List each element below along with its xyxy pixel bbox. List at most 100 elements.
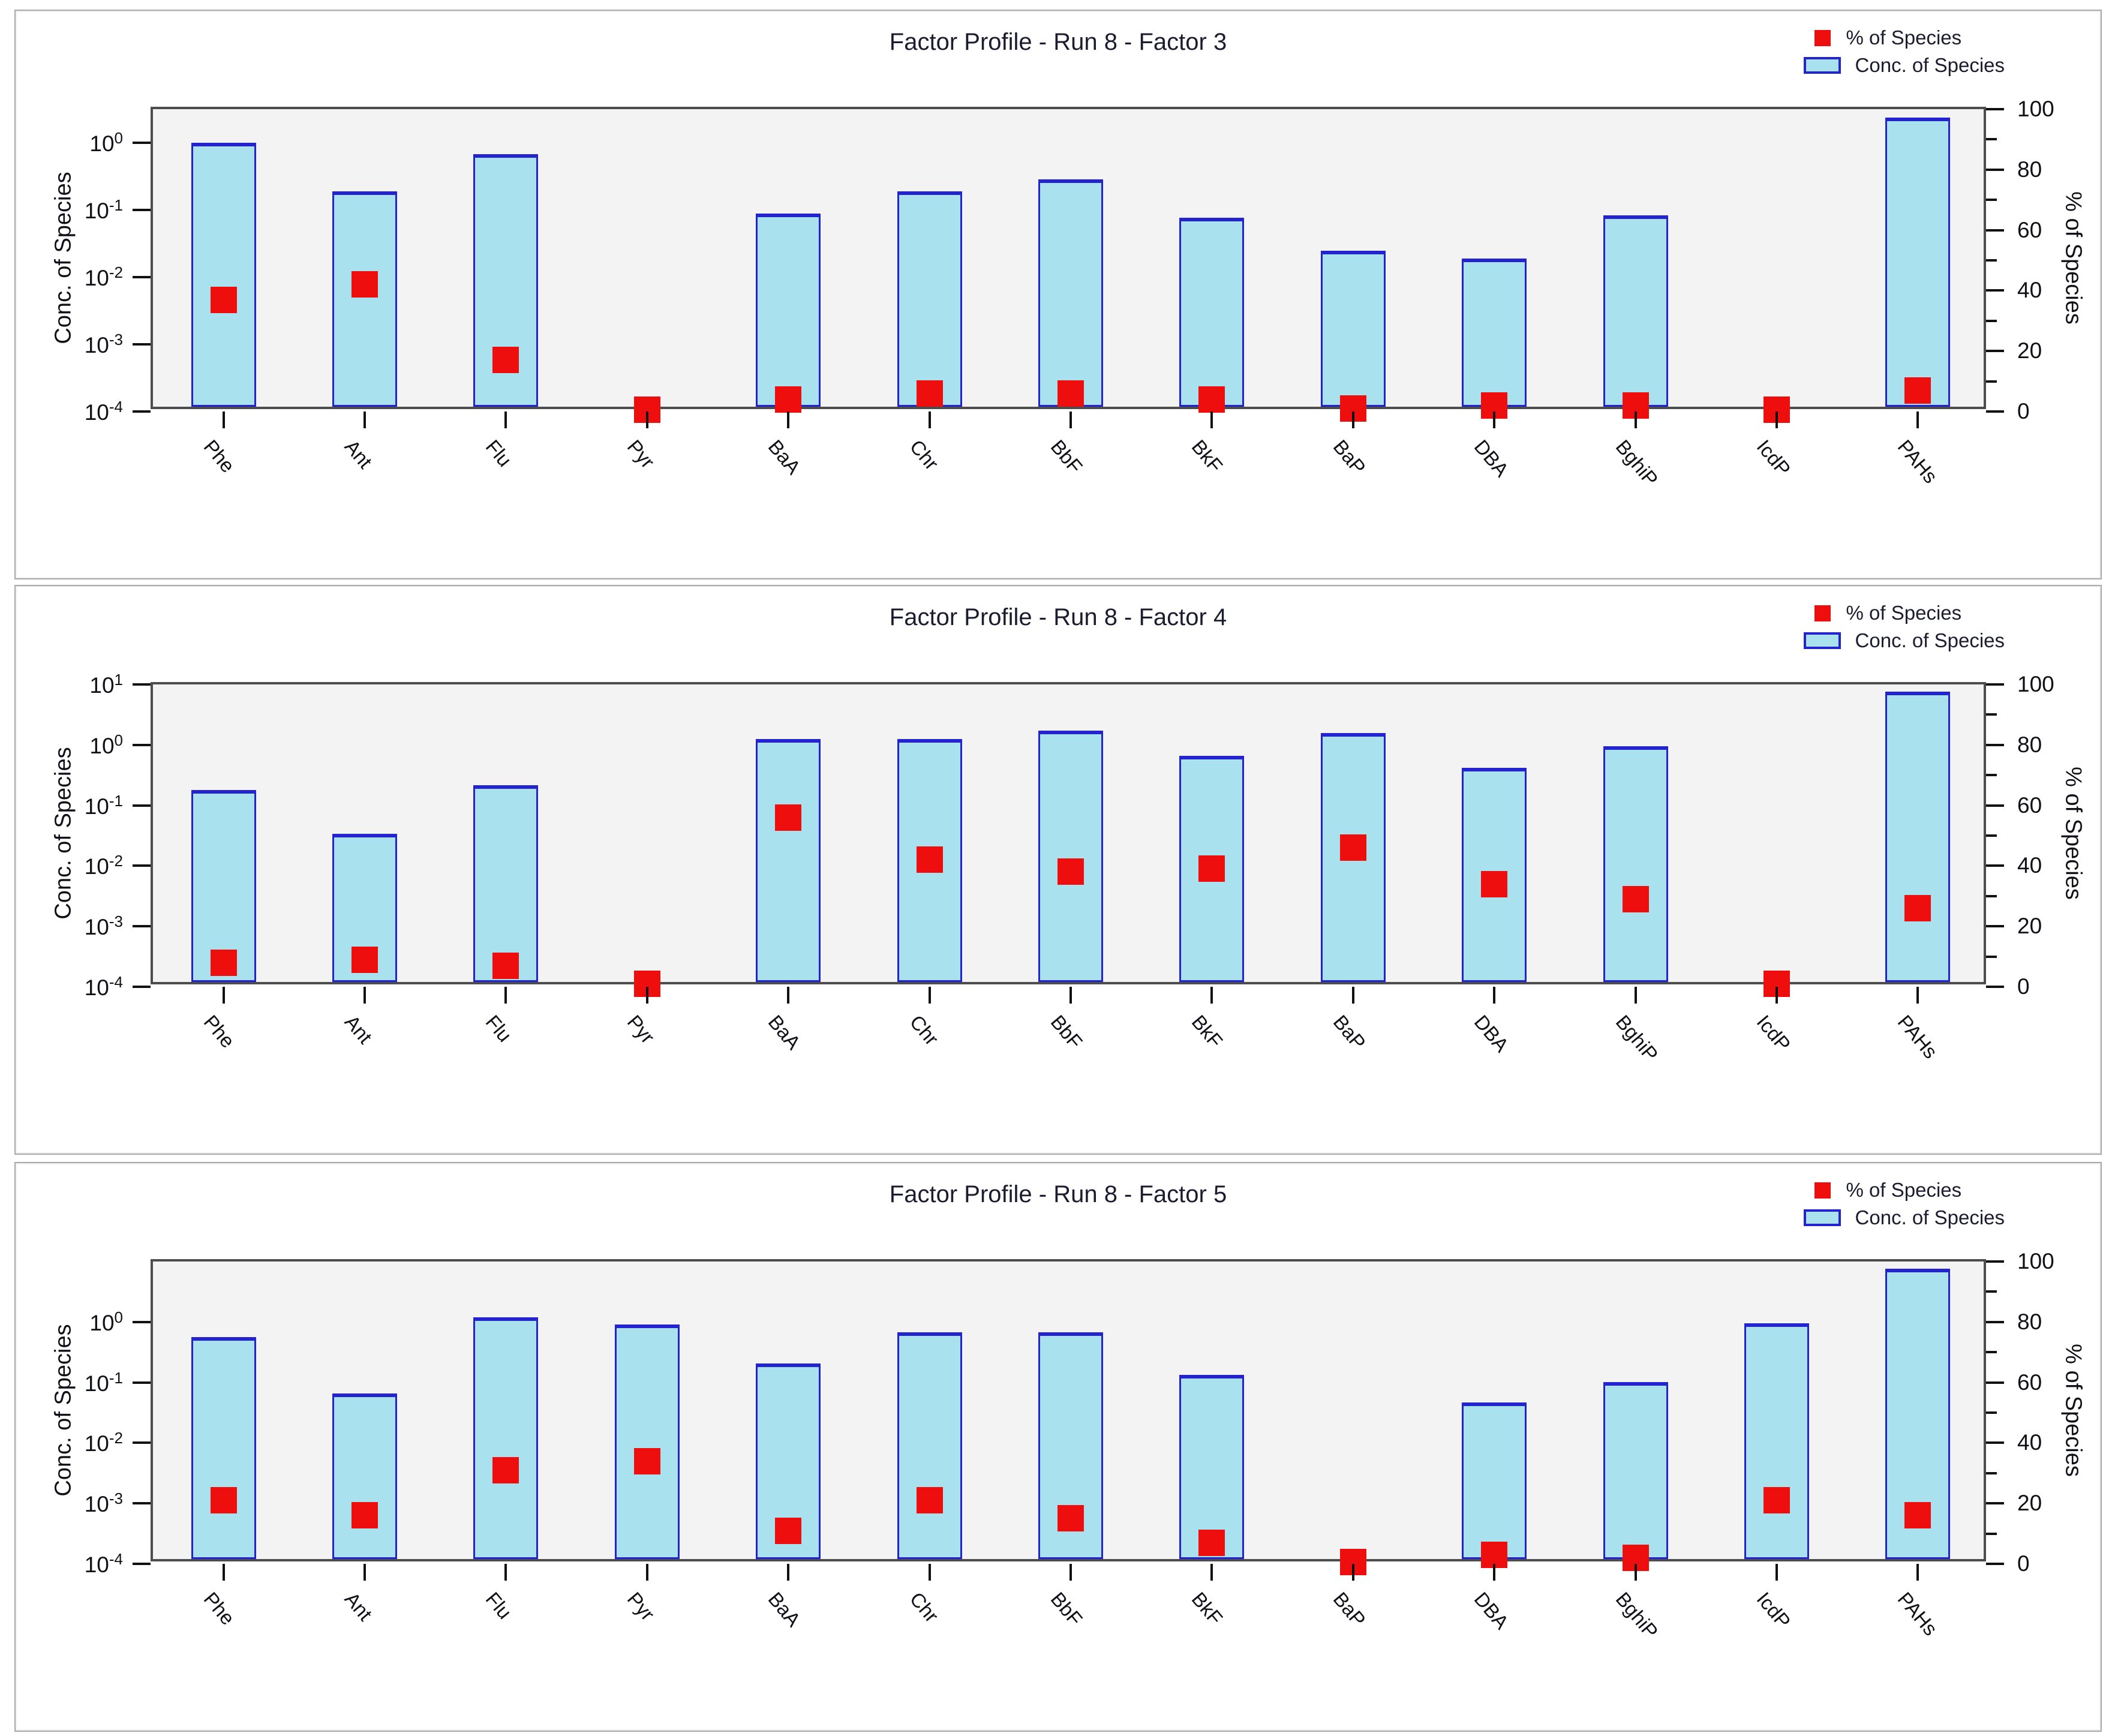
y-axis-left-tick (133, 410, 151, 413)
conc-bar (1038, 179, 1103, 407)
y-axis-left-tick-label: 10-4 (84, 972, 123, 1001)
pct-marker (633, 1447, 660, 1474)
y-axis-right-tick (1986, 894, 1997, 897)
pct-marker (1198, 386, 1225, 413)
x-axis-tick-label: Phe (199, 1588, 239, 1629)
x-axis-tick-label: BghiP (1611, 1011, 1663, 1066)
pct-marker (775, 1517, 802, 1544)
y-axis-right-tick (1986, 1471, 1997, 1474)
conc-bar (473, 785, 539, 982)
conc-bar (756, 738, 821, 982)
x-axis-tick (787, 987, 790, 1004)
x-axis-tick-label: IcdP (1752, 1588, 1795, 1633)
y-axis-right-tick (1986, 683, 2004, 686)
x-axis-tick-label: BaP (1329, 1011, 1370, 1054)
y-axis-right-tick-label: 80 (2017, 157, 2042, 182)
conc-bar-icon (1803, 1209, 1841, 1226)
y-axis-right-tick (1986, 108, 2004, 110)
x-axis-tick (504, 412, 507, 428)
y-axis-right-tick (1986, 1441, 2004, 1444)
x-axis-tick-label: BbF (1046, 1011, 1087, 1053)
y-axis-right-tick-label: 0 (2017, 974, 2030, 999)
plot-area: 100 10-1 10-2 10-3 10-4 0 20 40 60 80 100 Phe Ant Flu… (85, 1249, 2054, 1642)
y-axis-left-tick-label: 101 (89, 670, 123, 698)
y-axis-left-tick (133, 743, 151, 746)
y-axis-left-tick (133, 142, 151, 144)
y-axis-right-tick-label: 0 (2017, 1551, 2030, 1576)
legend-item-conc: Conc. of Species (1803, 54, 2005, 77)
y-axis-right-tick-label: 80 (2017, 732, 2042, 757)
pct-square-icon (1814, 29, 1831, 46)
x-axis-tick (1210, 1564, 1213, 1581)
conc-bar (191, 1336, 256, 1559)
factor-profile-panel-4: Factor Profile - Run 8 - Factor 4 % of S… (14, 585, 2102, 1155)
x-axis-tick (363, 1564, 366, 1581)
x-axis-tick (645, 1564, 648, 1581)
x-axis-tick-label: Pyr (623, 1011, 659, 1048)
x-axis-tick-label: Pyr (623, 1588, 659, 1625)
y-axis-left-tick-label: 10-2 (84, 1429, 123, 1456)
x-axis-tick-label: BkF (1188, 1588, 1228, 1629)
y-axis-right-tick (1986, 986, 2004, 988)
y-axis-left-tick (133, 209, 151, 211)
pct-marker (916, 1487, 943, 1514)
left-axis-title: Conc. of Species (50, 1324, 76, 1497)
x-axis-tick (1069, 1564, 1072, 1581)
conc-bar (1744, 1323, 1809, 1559)
x-axis-tick-label: Chr (905, 1588, 943, 1627)
conc-bar (756, 214, 821, 407)
x-axis-tick (928, 987, 931, 1004)
legend-label-conc: Conc. of Species (1855, 1206, 2005, 1229)
legend-label-pct: % of Species (1846, 26, 1962, 49)
x-axis-tick-label: IcdP (1752, 435, 1795, 480)
y-axis-left-tick-label: 100 (89, 731, 123, 758)
conc-bar (1179, 1375, 1245, 1559)
conc-bar (1603, 746, 1668, 982)
y-axis-right-tick (1986, 199, 1997, 202)
y-axis-right-tick (1986, 259, 1997, 262)
y-axis-right-tick-label: 60 (2017, 217, 2042, 242)
legend-label-pct: % of Species (1846, 602, 1962, 624)
y-axis-left-tick (133, 864, 151, 867)
right-axis-title: % of Species (2060, 191, 2086, 325)
x-axis-tick (1634, 1564, 1637, 1581)
legend-item-conc: Conc. of Species (1803, 1206, 2005, 1229)
x-axis-tick (1069, 412, 1072, 428)
plot-area: 100 10-1 10-2 10-3 10-4 0 20 40 60 80 100 Phe Ant Flu… (85, 97, 2054, 490)
conc-bar (897, 191, 962, 407)
factor-profile-panel-5: Factor Profile - Run 8 - Factor 5 % of S… (14, 1162, 2102, 1732)
y-axis-right-tick-label: 60 (2017, 1369, 2042, 1395)
y-axis-right-tick-label: 20 (2017, 338, 2042, 364)
pct-marker (492, 952, 519, 979)
y-axis-right-tick (1986, 138, 1997, 141)
y-axis-left-tick (133, 343, 151, 346)
y-axis-left-tick (133, 276, 151, 278)
conc-bar (1462, 259, 1527, 407)
legend-label-conc: Conc. of Species (1855, 629, 2005, 651)
pct-square-icon (1814, 605, 1831, 621)
conc-bar (332, 191, 398, 407)
pct-marker (1339, 834, 1366, 861)
y-axis-right-tick (1986, 319, 1997, 322)
x-axis-tick (1210, 987, 1213, 1004)
pct-marker (210, 949, 237, 976)
pct-marker (775, 386, 802, 413)
y-axis-right-tick-label: 80 (2017, 1309, 2042, 1334)
conc-bar (1885, 118, 1951, 407)
chart-legend: % of Species Conc. of Species (1803, 26, 2005, 82)
y-axis-right-tick-label: 100 (2017, 97, 2054, 121)
pct-marker (1904, 894, 1931, 921)
x-axis-tick-label: Chr (905, 1011, 943, 1050)
x-axis-tick (645, 987, 648, 1004)
right-axis-title: % of Species (2060, 1344, 2086, 1477)
x-axis-tick-label: Phe (199, 1011, 239, 1052)
x-axis-tick-label: BaA (764, 1588, 806, 1631)
chart-title: Factor Profile - Run 8 - Factor 5 (889, 1181, 1227, 1208)
y-axis-left-tick (133, 683, 151, 686)
pct-marker (1622, 885, 1649, 912)
x-axis-tick (1069, 987, 1072, 1004)
y-axis-right-tick (1986, 1290, 1997, 1293)
x-axis-tick (1916, 1564, 1919, 1581)
conc-bar (1179, 217, 1245, 407)
x-axis-tick (1634, 987, 1637, 1004)
